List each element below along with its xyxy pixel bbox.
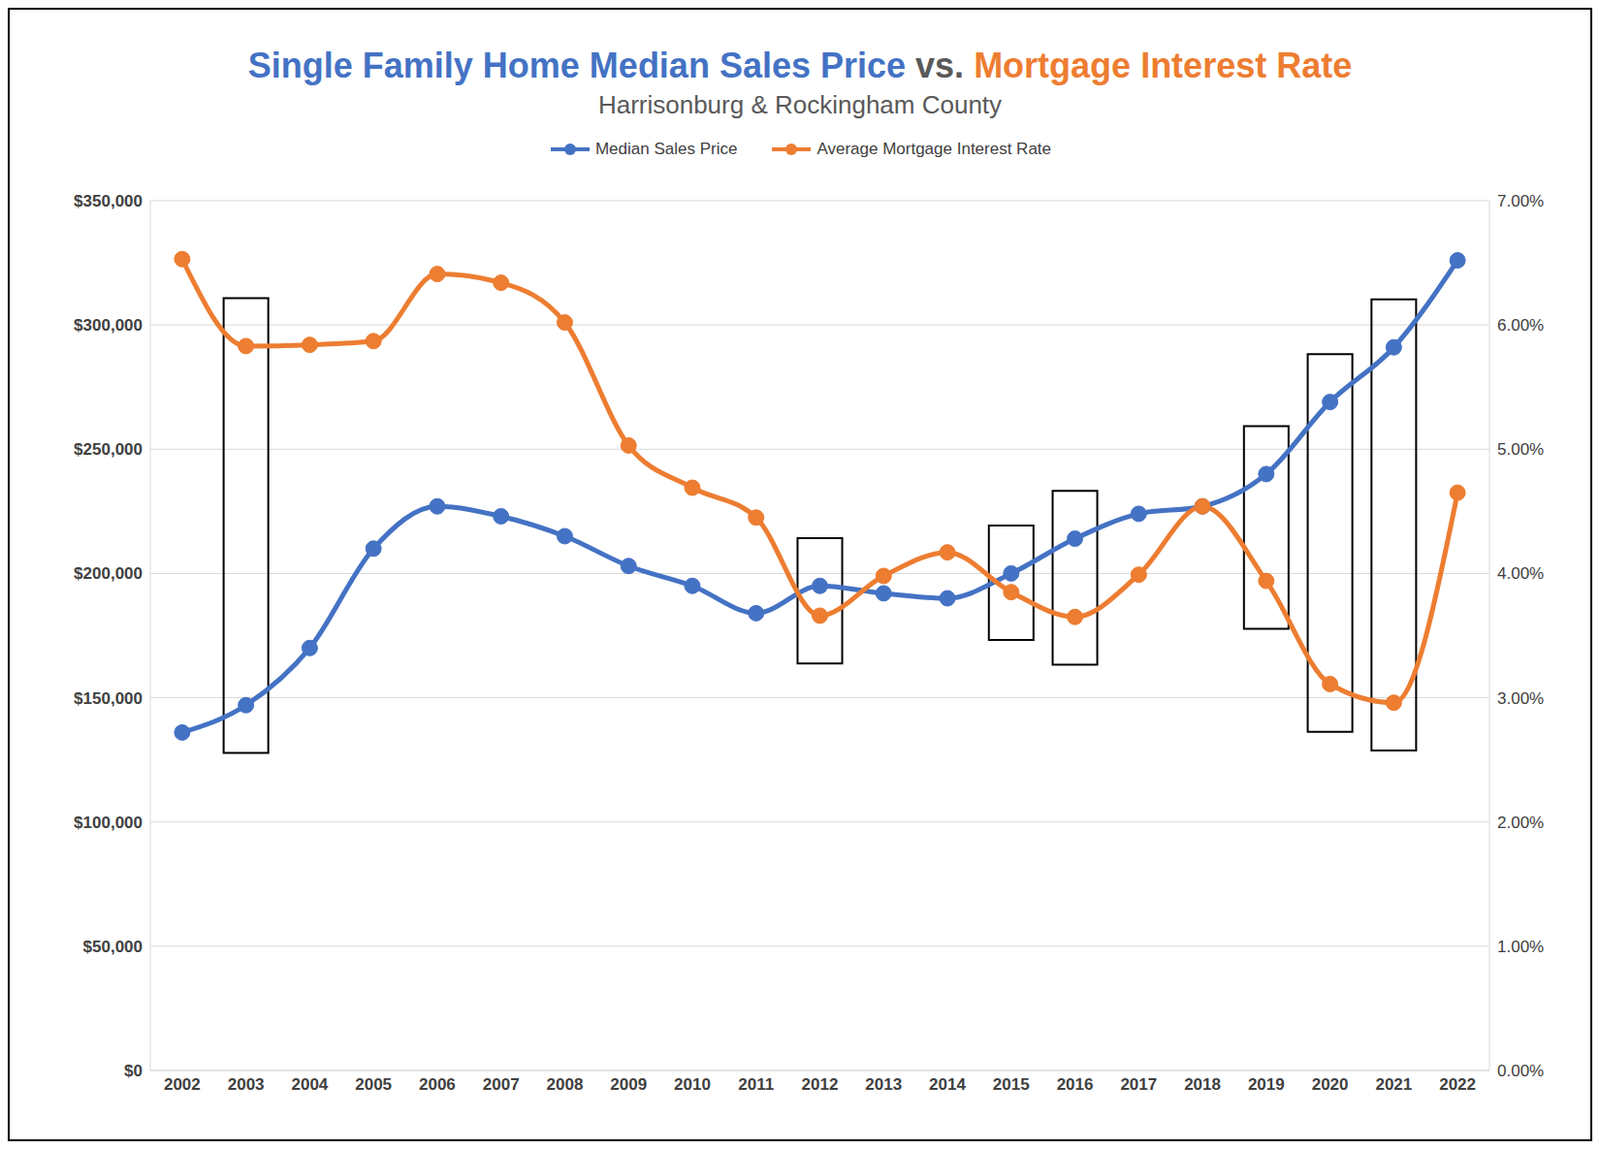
svg-text:2018: 2018 bbox=[1184, 1075, 1221, 1094]
svg-text:5.00%: 5.00% bbox=[1497, 440, 1544, 459]
html-text:Single Family Home Median Sale: Single Family Home Median Sales Price vs… bbox=[248, 45, 1352, 86]
svg-text:6.00%: 6.00% bbox=[1497, 316, 1544, 335]
svg-text:$300,000: $300,000 bbox=[73, 316, 143, 335]
html-text:Average Mortgage Interest Rate: Average Mortgage Interest Rate bbox=[816, 139, 1052, 159]
svg-text:0.00%: 0.00% bbox=[1497, 1061, 1544, 1081]
svg-text:2011: 2011 bbox=[737, 1075, 774, 1094]
html-text:Harrisonburg & Rockingham Coun: Harrisonburg & Rockingham County bbox=[598, 90, 1002, 120]
svg-text:$250,000: $250,000 bbox=[73, 440, 143, 459]
svg-text:2017: 2017 bbox=[1120, 1075, 1157, 1094]
svg-text:2010: 2010 bbox=[673, 1075, 711, 1094]
svg-text:2.00%: 2.00% bbox=[1497, 813, 1544, 832]
svg-text:2013: 2013 bbox=[864, 1075, 902, 1094]
svg-text:2002: 2002 bbox=[163, 1075, 201, 1094]
svg-text:2012: 2012 bbox=[801, 1075, 839, 1094]
svg-text:2005: 2005 bbox=[354, 1075, 392, 1094]
svg-text:7.00%: 7.00% bbox=[1497, 192, 1544, 211]
svg-text:2009: 2009 bbox=[609, 1075, 647, 1094]
svg-text:2022: 2022 bbox=[1439, 1075, 1476, 1094]
svg-text:2007: 2007 bbox=[482, 1075, 520, 1094]
svg-text:$150,000: $150,000 bbox=[73, 689, 143, 708]
svg-text:1.00%: 1.00% bbox=[1497, 937, 1544, 957]
svg-text:$50,000: $50,000 bbox=[83, 937, 143, 957]
svg-text:3.00%: 3.00% bbox=[1497, 689, 1544, 708]
svg-text:$200,000: $200,000 bbox=[73, 564, 143, 583]
svg-text:$0: $0 bbox=[124, 1061, 143, 1081]
svg-text:$350,000: $350,000 bbox=[73, 192, 143, 211]
svg-text:2020: 2020 bbox=[1312, 1075, 1349, 1094]
svg-text:2015: 2015 bbox=[992, 1075, 1030, 1094]
svg-text:$100,000: $100,000 bbox=[73, 813, 143, 832]
svg-text:2004: 2004 bbox=[290, 1075, 328, 1094]
svg-text:4.00%: 4.00% bbox=[1497, 564, 1544, 583]
html-text:Median Sales Price: Median Sales Price bbox=[595, 139, 738, 159]
svg-text:2016: 2016 bbox=[1056, 1075, 1094, 1094]
svg-text:2019: 2019 bbox=[1248, 1075, 1285, 1094]
svg-text:2014: 2014 bbox=[928, 1075, 966, 1094]
svg-text:2003: 2003 bbox=[227, 1075, 265, 1094]
svg-text:2021: 2021 bbox=[1375, 1075, 1412, 1094]
svg-text:2008: 2008 bbox=[546, 1075, 584, 1094]
svg-text:2006: 2006 bbox=[418, 1075, 456, 1094]
